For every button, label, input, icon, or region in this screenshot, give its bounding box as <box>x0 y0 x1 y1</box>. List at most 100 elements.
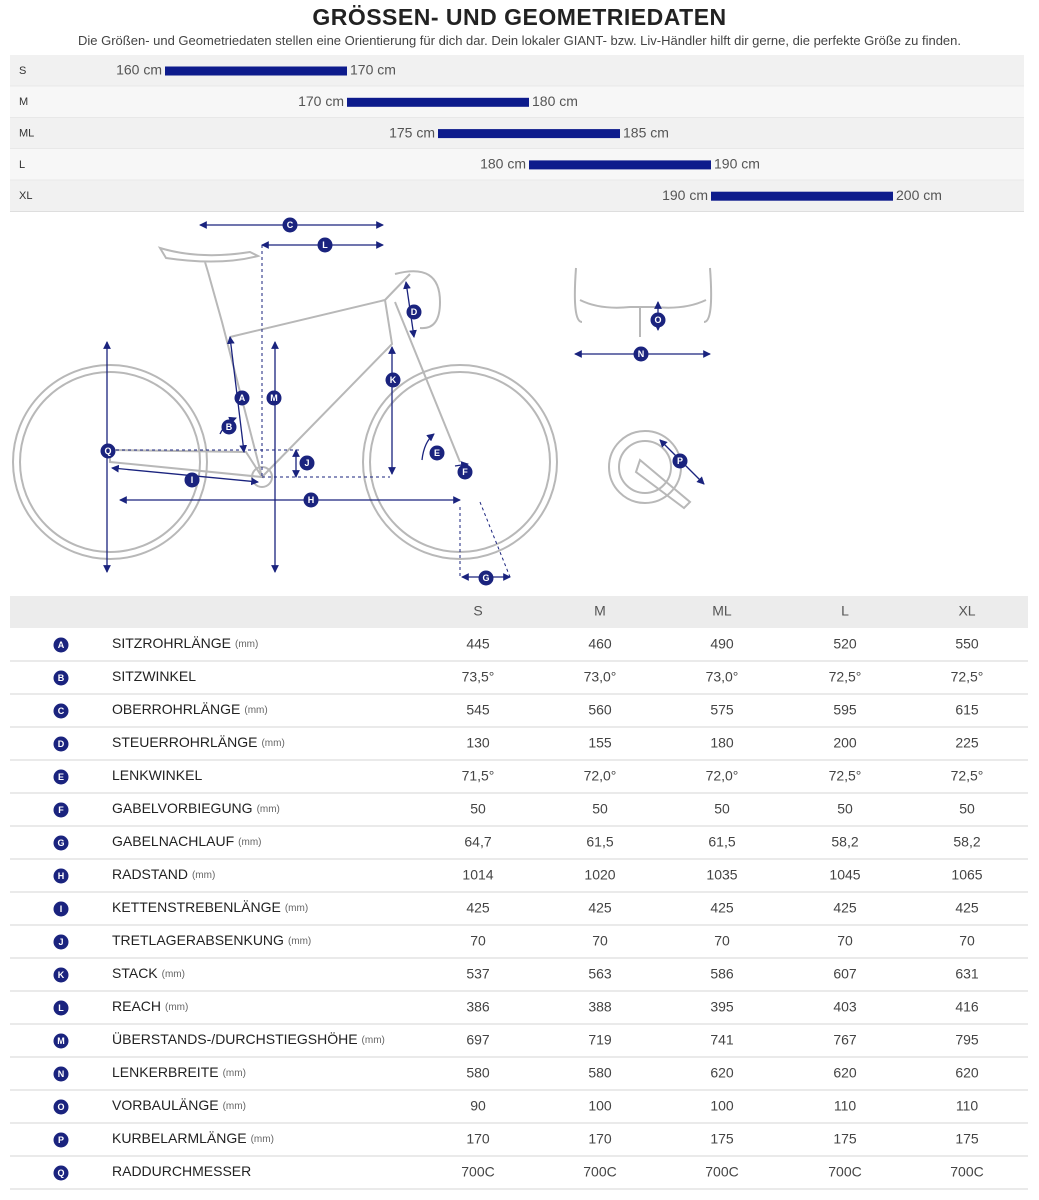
letter: N <box>58 1069 65 1079</box>
cell-value: 631 <box>955 966 979 982</box>
name: GABELNACHLAUF <box>112 833 234 849</box>
title: GRÖSSEN- UND GEOMETRIEDATEN <box>312 4 727 30</box>
column-header: L <box>841 603 849 619</box>
cell-value: 620 <box>833 1065 857 1081</box>
letter: D <box>58 739 65 749</box>
letter: H <box>58 871 65 881</box>
cell-value: 425 <box>588 900 612 916</box>
unit: (mm) <box>288 936 311 947</box>
cell-value: 580 <box>588 1065 612 1081</box>
letter: P <box>58 1135 64 1145</box>
row-name: RADSTAND (mm) <box>112 866 215 882</box>
letter: J <box>304 458 309 468</box>
letter: F <box>462 467 468 477</box>
letter: Q <box>104 446 111 456</box>
letter: F <box>58 805 64 815</box>
cell-value: 175 <box>833 1131 857 1147</box>
letter-badge <box>53 703 69 719</box>
name: GABELVORBIEGUNG <box>112 800 253 816</box>
letter: A <box>239 393 246 403</box>
letter: Q <box>57 1168 64 1178</box>
cell-value: 72,0° <box>584 768 617 784</box>
cell-value: 697 <box>466 1032 490 1048</box>
letter-badge <box>53 802 69 818</box>
row-name: VORBAULÄNGE (mm) <box>112 1097 246 1113</box>
range-row <box>10 148 1024 181</box>
letter: L <box>322 240 328 250</box>
range-to: 190 cm <box>714 156 760 172</box>
cell-value: 607 <box>833 966 857 982</box>
cell-value: 575 <box>710 702 734 718</box>
range-bar <box>438 129 620 139</box>
cell-value: 90 <box>470 1098 486 1114</box>
cell-value: 490 <box>710 636 734 652</box>
letter: H <box>308 495 315 505</box>
letter: A <box>58 640 65 650</box>
cell-value: 110 <box>834 1098 857 1114</box>
cell-value: 425 <box>466 900 490 916</box>
letter-badge <box>53 901 69 917</box>
letter-badge <box>184 472 200 488</box>
range-to: 180 cm <box>532 93 578 109</box>
letter-badge <box>53 670 69 686</box>
cell-value: 388 <box>588 999 612 1015</box>
size-name: S <box>19 65 26 77</box>
unit: (mm) <box>192 870 215 881</box>
cell-value: 1014 <box>462 867 493 883</box>
letter: O <box>57 1102 64 1112</box>
cell-value: 700C <box>950 1164 983 1180</box>
cell-value: 72,5° <box>829 768 862 784</box>
cell-value: 537 <box>466 966 490 982</box>
cell-value: 175 <box>710 1131 734 1147</box>
cell-value: 73,0° <box>584 669 617 685</box>
range-bar <box>529 160 711 170</box>
dimension-lines <box>103 221 711 581</box>
cell-value: 50 <box>592 801 608 817</box>
letter: M <box>270 393 278 403</box>
header-row <box>10 596 1028 628</box>
letter-badge <box>53 934 69 950</box>
row-name: GABELNACHLAUF (mm) <box>112 833 261 849</box>
unit: (mm) <box>223 1068 246 1079</box>
row-name: KETTENSTREBENLÄNGE (mm) <box>112 899 308 915</box>
column-header: M <box>594 603 606 619</box>
letter-badge <box>53 835 69 851</box>
letter-badge <box>299 455 315 471</box>
name: VORBAULÄNGE <box>112 1097 219 1113</box>
name: SITZWINKEL <box>112 668 196 684</box>
subtitle: Die Größen- und Geometriedaten stellen e… <box>78 33 961 48</box>
letter: O <box>654 315 661 325</box>
name: STEUERROHRLÄNGE <box>112 734 257 750</box>
letter-badge <box>317 237 333 253</box>
unit: (mm) <box>223 1101 246 1112</box>
cell-value: 61,5 <box>586 834 613 850</box>
cell-value: 61,5 <box>708 834 735 850</box>
range-from: 170 cm <box>298 93 344 109</box>
column-header: XL <box>958 603 975 619</box>
letter-badge <box>266 390 282 406</box>
row-name: OBERROHRLÄNGE (mm) <box>112 701 268 717</box>
letter-badge <box>303 492 319 508</box>
cell-value: 700C <box>705 1164 738 1180</box>
letter-badge <box>53 736 69 752</box>
cell-value: 50 <box>470 801 486 817</box>
row-name: STEUERROHRLÄNGE (mm) <box>112 734 285 750</box>
cell-value: 563 <box>588 966 612 982</box>
cell-value: 425 <box>833 900 857 916</box>
cell-value: 225 <box>955 735 979 751</box>
cell-value: 580 <box>466 1065 490 1081</box>
letter-badge <box>457 464 473 480</box>
letter-badge <box>100 443 116 459</box>
letter-badge <box>53 1099 69 1115</box>
cell-value: 70 <box>592 933 608 949</box>
name: RADDURCHMESSER <box>112 1163 251 1179</box>
row-name: LENKWINKEL <box>112 767 202 783</box>
cell-value: 70 <box>959 933 975 949</box>
range-to: 185 cm <box>623 124 669 140</box>
cell-value: 795 <box>955 1032 979 1048</box>
cell-value: 586 <box>710 966 734 982</box>
name: SITZROHRLÄNGE <box>112 635 231 651</box>
cell-value: 100 <box>710 1098 734 1114</box>
name: ÜBERSTANDS-/DURCHSTIEGSHÖHE <box>112 1030 358 1047</box>
letter-badge <box>53 1000 69 1016</box>
